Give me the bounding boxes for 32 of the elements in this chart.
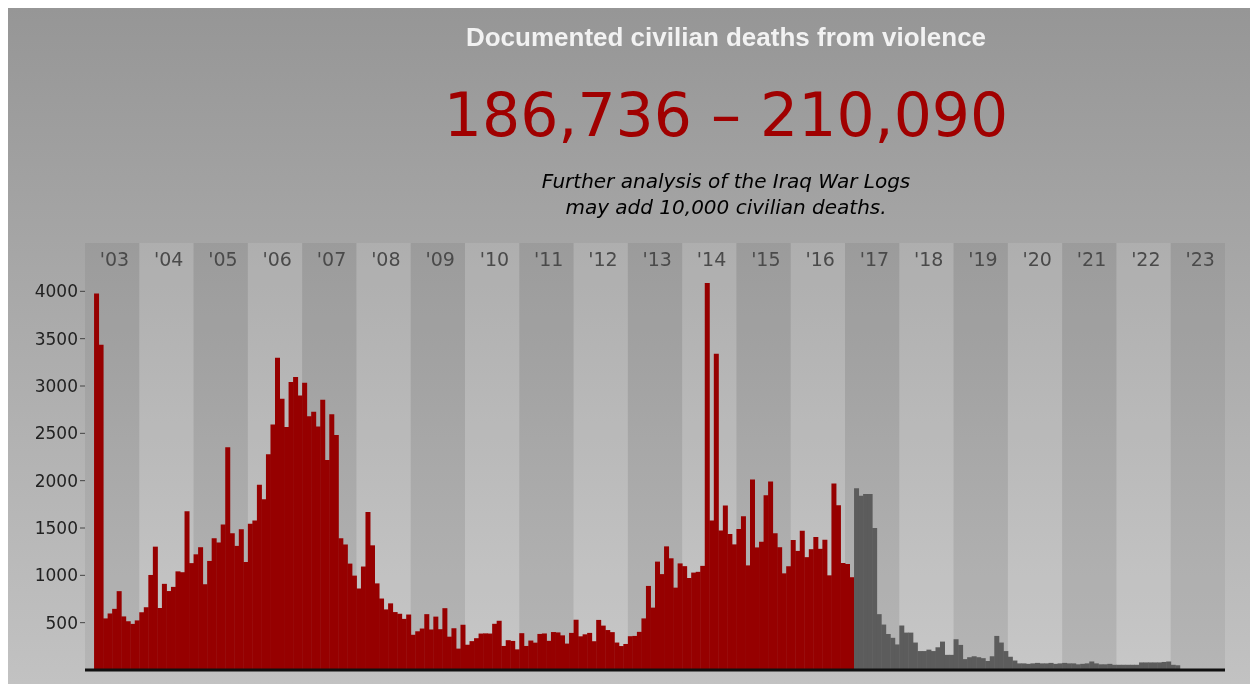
x-tick-label: '15 [751,248,781,270]
x-tick-label: '20 [1022,248,1052,270]
x-tick-label: '10 [479,248,510,270]
y-tick-label: 1500 [34,518,78,539]
y-tick-label: 3500 [34,328,78,349]
x-tick-label: '18 [913,248,944,270]
y-tick-label: 1000 [34,565,78,586]
x-tick-label: '17 [859,248,890,270]
x-tick-label: '23 [1185,248,1215,270]
x-tick-label: '19 [968,248,998,270]
chart-title: Documented civilian deaths from violence [464,22,988,53]
x-tick-label: '08 [371,248,401,270]
x-tick-label: '13 [642,248,672,270]
y-tick-label: 500 [45,612,78,633]
y-tick-label: 3000 [34,376,78,397]
x-tick-label: '14 [696,248,727,270]
x-tick-label: '22 [1131,248,1161,270]
x-tick-label: '16 [805,248,835,270]
y-tick-label: 2500 [34,423,78,444]
x-tick-label: '21 [1076,248,1107,270]
chart-subtitle: 186,736 – 210,090 [442,80,1010,150]
x-tick-label: '05 [208,248,238,270]
x-tick-label: '11 [533,248,564,270]
x-tick-label: '06 [262,248,292,270]
x-tick-label: '03 [99,248,130,270]
x-tick-label: '12 [588,248,618,270]
y-tick-label: 4000 [34,281,78,302]
x-tick-label: '04 [153,248,184,270]
text: Further analysis of the Iraq War Logs may add 10,000 civilian deaths. [540,168,912,220]
x-tick-label: '07 [316,248,347,270]
x-tick-label: '09 [425,248,455,270]
y-tick-label: 2000 [34,470,78,491]
